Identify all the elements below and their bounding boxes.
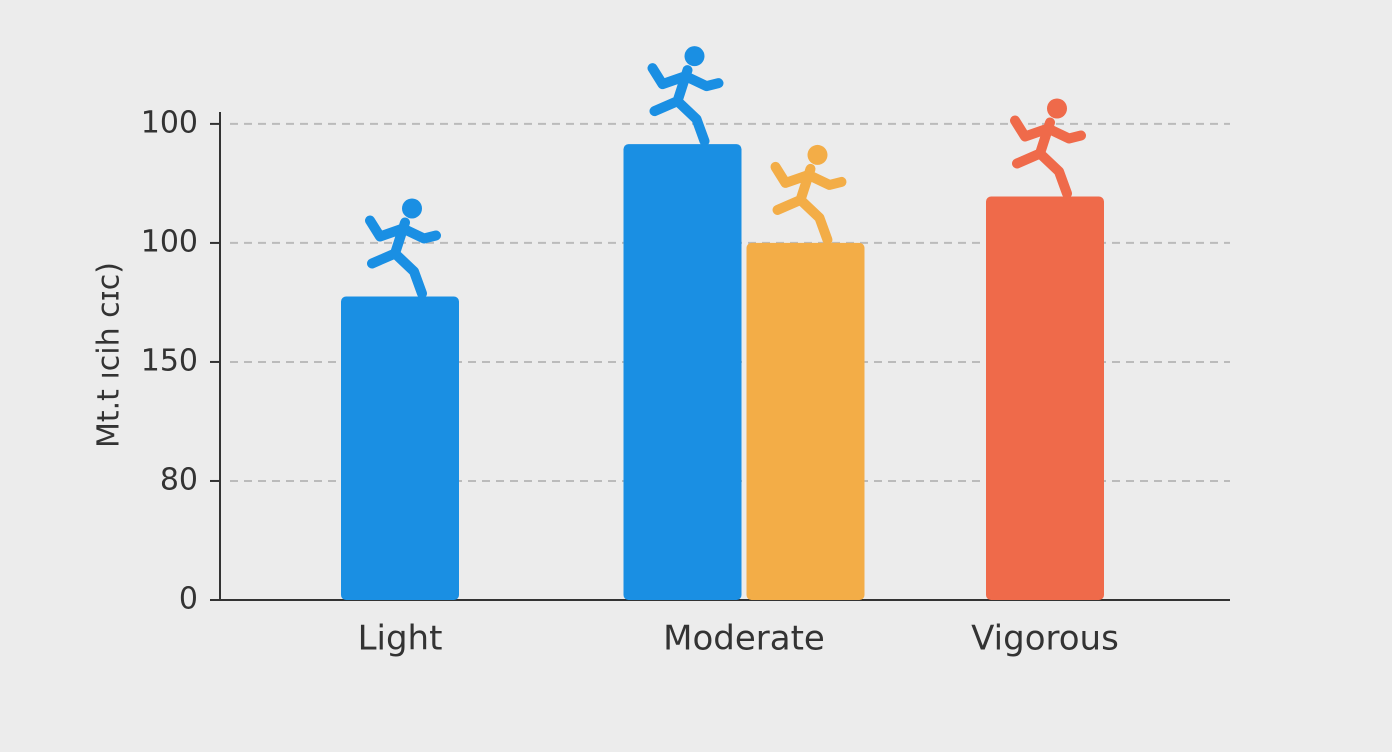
x-tick-label: Vigorous xyxy=(971,619,1119,659)
runner-head xyxy=(402,198,422,219)
runner-icon xyxy=(770,144,847,245)
runner-body xyxy=(647,63,724,147)
runner-icon xyxy=(647,46,724,147)
y-tick-label: 0 xyxy=(179,582,198,617)
runner-body xyxy=(365,215,441,299)
runner-body xyxy=(770,161,847,245)
y-tick-label: 100 xyxy=(141,105,198,140)
y-tick-label: 100 xyxy=(141,224,198,259)
y-tick-label: 150 xyxy=(141,343,198,378)
runner-icon xyxy=(365,198,441,299)
runner-body xyxy=(1010,115,1086,199)
bar xyxy=(623,144,742,600)
y-axis-label: Mt.t ıcih cɪc) xyxy=(92,262,127,448)
runner-head xyxy=(1047,98,1067,119)
bar xyxy=(986,196,1104,600)
runner-icon xyxy=(1010,98,1086,199)
runner-head xyxy=(684,46,705,67)
bar xyxy=(746,242,865,601)
x-tick-label: Moderate xyxy=(663,619,825,659)
runner-head xyxy=(807,144,828,165)
y-tick-label: 80 xyxy=(160,462,198,497)
bar xyxy=(341,296,459,600)
x-tick-label: Light xyxy=(358,619,443,659)
